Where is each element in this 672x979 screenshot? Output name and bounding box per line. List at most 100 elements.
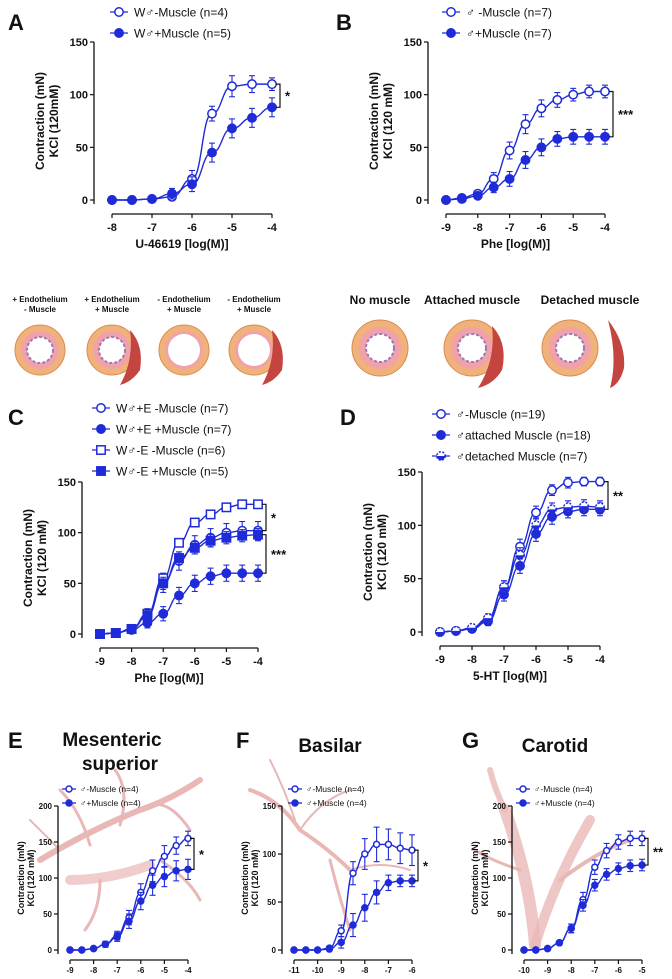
chart-g-significance-label-1: ** xyxy=(653,845,664,860)
chart-e-series-2-point xyxy=(101,940,110,948)
chart-c-ylabel-line2: KCl (120 mM) xyxy=(35,520,49,596)
chart-a-series-2-point xyxy=(207,147,217,158)
chart-g-series-2-point xyxy=(614,864,623,873)
chart-f-series-2-point xyxy=(302,946,310,954)
panel-letter-g: G xyxy=(462,728,479,753)
panel-letter-b: B xyxy=(336,10,352,35)
chart-d-series-3-point xyxy=(467,622,477,633)
chart-e-ytick-label: 200 xyxy=(39,802,53,811)
chart-f-legend-item-2: ♂+Muscle (n=4) xyxy=(288,798,367,808)
chart-c-series-4 xyxy=(95,528,263,639)
chart-c-series-4-point xyxy=(126,623,137,634)
chart-f-series-1-point xyxy=(349,869,357,877)
chart-g-xtick-label: -6 xyxy=(615,966,623,974)
chart-c-significance-1: * xyxy=(262,503,277,532)
schematic-label-4a: - Endothelium xyxy=(227,295,280,304)
chart-b: 0 50 100 150 -9 -8 -7 -6 -5 -4 Phe [log(M)] Contrac… xyxy=(367,6,634,252)
chart-e-significance-1: * xyxy=(190,837,205,870)
chart-c-series-4-point xyxy=(174,553,184,563)
chart-f-xtick-label: -7 xyxy=(385,966,393,974)
chart-d: 0 50 100 150 -9 -8 -7 -6 -5 -4 5-HT [log(M)] Contra… xyxy=(361,408,624,684)
chart-f-series-2 xyxy=(290,874,416,954)
chart-b-xtick-label: -5 xyxy=(568,222,578,234)
chart-a-ytick-label: 0 xyxy=(82,195,88,207)
chart-e-legend-label-1: ♂-Muscle (n=4) xyxy=(80,784,139,794)
chart-g-ytick-label: 100 xyxy=(493,874,507,883)
chart-c-legend-label-4: W♂-E +Muscle (n=5) xyxy=(116,465,228,479)
schematic-vessel-2: + Endothelium + Muscle xyxy=(84,295,141,385)
chart-d-series-3 xyxy=(435,499,605,637)
chart-c-legend-marker-4 xyxy=(96,466,106,476)
chart-f-xtick-label: -11 xyxy=(288,966,300,974)
chart-f-ytick-label: 50 xyxy=(267,898,276,907)
chart-c-legend-label-2: W♂+E +Muscle (n=7) xyxy=(116,423,231,437)
chart-e-xtick-label: -4 xyxy=(184,966,192,974)
chart-e-series-2-point xyxy=(89,944,98,953)
chart-b-xtick-label: -6 xyxy=(537,222,547,234)
chart-b-series-2-point xyxy=(441,195,451,205)
schematic-no-muscle: No muscle xyxy=(350,293,411,377)
chart-e-series-1-point xyxy=(160,852,169,861)
chart-c-significance-2: *** xyxy=(262,534,287,574)
chart-c-significance-label-2: *** xyxy=(271,547,287,562)
chart-a-series-2-point xyxy=(267,102,277,113)
chart-f-series-2-point xyxy=(396,877,404,885)
chart-d-series-1-point xyxy=(563,477,573,488)
schematic-label-detached-muscle: Detached muscle xyxy=(541,293,640,307)
chart-e-legend-marker-1 xyxy=(65,785,73,793)
schematic-label-attached-muscle: Attached muscle xyxy=(424,293,520,307)
chart-d-xtick-label: -8 xyxy=(467,654,477,666)
chart-c-series-2-point xyxy=(158,608,169,619)
chart-c-legend-item-1: W♂+E -Muscle (n=7) xyxy=(92,402,228,416)
chart-c-legend-label-1: W♂+E -Muscle (n=7) xyxy=(116,402,228,416)
chart-e-ylabel-line1: Contraction (mN) xyxy=(16,841,26,915)
chart-e-xtick-label: -8 xyxy=(90,966,98,974)
chart-b-series-2-point xyxy=(456,193,467,204)
chart-f-xtick-label: -6 xyxy=(408,966,416,974)
chart-g-ytick-label: 0 xyxy=(502,946,507,955)
chart-e-series-1-point xyxy=(172,841,180,850)
chart-c-series-4-point xyxy=(158,578,169,589)
chart-f-series-2-point xyxy=(372,888,381,897)
chart-g-series-2-point xyxy=(626,862,634,870)
chart-d-legend-item-3: ♂detached Muscle (n=7) xyxy=(432,450,587,464)
chart-c-series-4-point xyxy=(95,629,105,639)
chart-a-legend-item-1: W♂-Muscle (n=4) xyxy=(110,6,228,20)
chart-g-ylabel-line1: Contraction (mN) xyxy=(470,841,480,915)
chart-e-series-2-point xyxy=(113,933,121,941)
chart-e-ytick-label: 150 xyxy=(39,838,53,847)
chart-a-series-1-point xyxy=(267,79,277,90)
chart-d-series-3-point xyxy=(435,627,445,637)
chart-f-series-1-point xyxy=(396,844,404,852)
chart-e-significance-label-1: * xyxy=(199,847,205,862)
chart-d-series-3-point xyxy=(515,550,525,561)
chart-g-series-2-point xyxy=(602,870,611,879)
chart-b-series-2-point xyxy=(472,190,483,201)
chart-g-legend-label-1: ♂-Muscle (n=4) xyxy=(534,784,593,794)
chart-a-series-2-point xyxy=(167,188,177,199)
chart-c-series-2-point xyxy=(237,568,248,579)
chart-c-xtick-label: -6 xyxy=(190,656,200,668)
chart-b-legend-label-1: ♂ -Muscle (n=7) xyxy=(466,6,552,20)
chart-d-legend-label-3: ♂detached Muscle (n=7) xyxy=(456,450,587,464)
chart-b-series-1-point xyxy=(600,86,610,97)
chart-b-series-1-line xyxy=(445,90,605,201)
chart-c-series-2-point xyxy=(221,568,232,579)
chart-g-xtick-label: -8 xyxy=(568,966,576,974)
panel-g-title: Carotid xyxy=(522,736,589,757)
chart-b-ytick-label: 100 xyxy=(404,90,422,102)
chart-b-series-1 xyxy=(441,84,610,205)
chart-b-series-1-point xyxy=(568,89,579,100)
chart-e-series-2-point xyxy=(160,872,169,881)
chart-g-series-2-point xyxy=(543,944,552,953)
chart-g-significance-1: ** xyxy=(644,837,664,866)
chart-c-ytick-label: 100 xyxy=(58,528,76,540)
chart-f-legend-marker-1 xyxy=(291,785,299,793)
chart-f-series-2-point xyxy=(337,938,345,947)
chart-b-ytick-label: 50 xyxy=(410,142,422,154)
chart-d-series-3-point xyxy=(451,625,461,636)
chart-b-xtick-label: -9 xyxy=(441,222,451,234)
chart-a-legend-label-2: W♂+Muscle (n=5) xyxy=(134,27,231,41)
